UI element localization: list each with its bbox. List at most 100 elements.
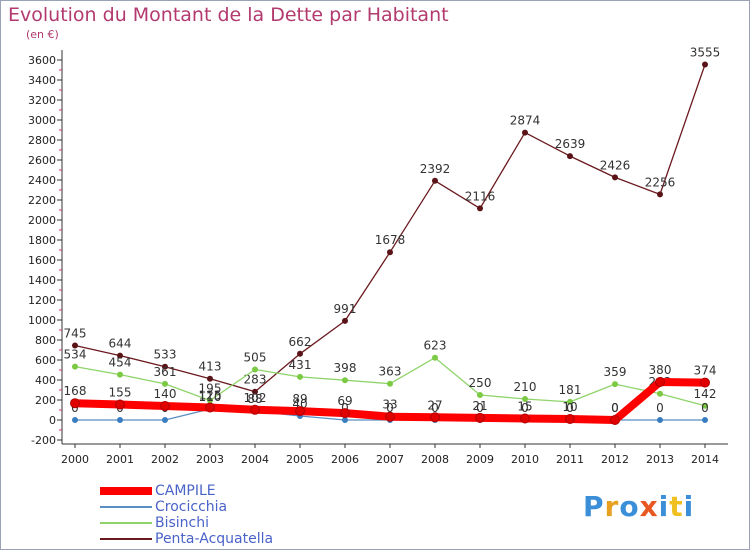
legend-swatch-penta-acquatella xyxy=(100,538,152,540)
legend-label-crocicchia: Crocicchia xyxy=(155,499,228,515)
data-point-campile xyxy=(115,399,125,410)
data-label-crocicchia: 0 xyxy=(611,401,619,415)
data-label-campile: 69 xyxy=(337,394,352,408)
data-label-penta-acquatella: 662 xyxy=(289,335,312,349)
x-tick-label: 2012 xyxy=(601,453,629,466)
data-point-bisinchi xyxy=(702,402,708,409)
data-label-penta-acquatella: 991 xyxy=(334,302,357,316)
logo-letter: r xyxy=(604,490,620,523)
data-label-crocicchia: 0 xyxy=(521,401,529,415)
x-tick-label: 2009 xyxy=(466,453,494,466)
data-label-penta-acquatella: 1678 xyxy=(375,233,406,247)
data-point-bisinchi xyxy=(342,377,348,384)
x-tick-label: 2014 xyxy=(691,453,719,466)
x-tick-label: 2008 xyxy=(421,453,449,466)
data-point-campile xyxy=(160,401,170,411)
data-label-bisinchi: 505 xyxy=(244,351,267,365)
data-label-campile: 155 xyxy=(109,386,132,400)
y-tick-label: 400 xyxy=(35,374,56,387)
data-point-crocicchia xyxy=(702,417,708,423)
y-tick-label: 0 xyxy=(49,414,56,427)
legend-label-campile: CAMPILE xyxy=(155,483,216,499)
y-tick-label: 2600 xyxy=(28,154,56,167)
logo-letter: i xyxy=(683,490,695,523)
x-tick-label: 2004 xyxy=(241,453,269,466)
data-label-crocicchia: 0 xyxy=(701,401,709,415)
data-label-crocicchia: 0 xyxy=(386,401,394,415)
data-point-bisinchi xyxy=(297,373,303,380)
data-point-crocicchia xyxy=(117,417,123,423)
x-tick-label: 2010 xyxy=(511,453,539,466)
legend-swatch-crocicchia xyxy=(100,506,152,508)
data-point-penta-acquatella xyxy=(567,153,573,160)
data-label-penta-acquatella: 533 xyxy=(154,348,177,362)
x-tick-label: 2002 xyxy=(151,453,179,466)
data-label-bisinchi: 363 xyxy=(379,365,402,379)
data-label-bisinchi: 181 xyxy=(559,383,582,397)
x-tick-label: 2000 xyxy=(61,453,89,466)
logo-letter: x xyxy=(639,490,659,523)
data-point-crocicchia xyxy=(342,417,348,423)
data-label-campile: 380 xyxy=(649,363,672,377)
data-point-bisinchi xyxy=(612,381,618,388)
data-point-penta-acquatella xyxy=(162,363,168,370)
data-point-crocicchia xyxy=(162,417,168,423)
data-point-bisinchi xyxy=(522,396,528,402)
data-label-crocicchia: 0 xyxy=(341,401,349,415)
data-point-bisinchi xyxy=(657,390,663,397)
x-tick-label: 2011 xyxy=(556,453,584,466)
data-point-bisinchi xyxy=(252,366,258,373)
data-point-penta-acquatella xyxy=(72,342,78,349)
data-label-penta-acquatella: 2392 xyxy=(420,162,451,176)
data-point-campile xyxy=(385,411,395,422)
data-point-campile xyxy=(655,377,665,387)
y-tick-label: 600 xyxy=(35,354,56,367)
data-point-bisinchi xyxy=(117,371,123,378)
data-point-penta-acquatella xyxy=(387,249,393,256)
legend-label-bisinchi: Bisinchi xyxy=(155,515,210,531)
data-label-penta-acquatella: 283 xyxy=(244,373,267,387)
data-point-campile xyxy=(250,404,260,415)
y-tick-label: 3600 xyxy=(28,54,56,67)
data-label-crocicchia: 110 xyxy=(199,390,222,404)
data-point-penta-acquatella xyxy=(342,317,348,324)
data-point-bisinchi xyxy=(387,380,393,387)
y-tick-label: 800 xyxy=(35,334,56,347)
data-label-crocicchia: 0 xyxy=(431,401,439,415)
data-label-penta-acquatella: 2874 xyxy=(510,114,541,128)
data-point-campile xyxy=(430,412,440,423)
y-tick-label: 1000 xyxy=(28,314,56,327)
legend-label-penta-acquatella: Penta-Acquatella xyxy=(155,531,274,547)
data-point-bisinchi xyxy=(567,398,573,405)
data-label-crocicchia: 88 xyxy=(247,392,262,406)
data-point-campile xyxy=(565,414,575,424)
data-point-bisinchi xyxy=(432,354,438,361)
data-point-bisinchi xyxy=(162,380,168,387)
data-point-campile xyxy=(295,406,305,417)
data-label-campile: 168 xyxy=(64,384,87,398)
data-label-penta-acquatella: 2639 xyxy=(555,137,586,151)
data-point-penta-acquatella xyxy=(117,352,123,359)
y-tick-label: 2800 xyxy=(28,134,56,147)
y-tick-label: 1200 xyxy=(28,294,56,307)
proxiti-logo: Proxiti xyxy=(583,490,694,523)
data-point-penta-acquatella xyxy=(702,61,708,68)
y-tick-label: 3000 xyxy=(28,114,56,127)
data-label-campile: 15 xyxy=(517,400,532,414)
data-label-penta-acquatella: 413 xyxy=(199,360,222,374)
data-point-campile xyxy=(70,398,80,409)
data-point-penta-acquatella xyxy=(522,129,528,136)
y-tick-label: -200 xyxy=(31,434,56,447)
legend-swatch-campile xyxy=(100,487,152,495)
logo-letter: o xyxy=(619,490,640,523)
data-label-campile: 89 xyxy=(292,392,307,406)
y-tick-label: 2400 xyxy=(28,174,56,187)
data-label-penta-acquatella: 2426 xyxy=(600,158,631,172)
data-label-crocicchia: 0 xyxy=(476,401,484,415)
x-tick-label: 2005 xyxy=(286,453,314,466)
data-label-penta-acquatella: 644 xyxy=(109,337,132,351)
data-label-bisinchi: 142 xyxy=(694,387,717,401)
data-point-penta-acquatella xyxy=(657,191,663,198)
data-label-bisinchi: 398 xyxy=(334,361,357,375)
data-point-campile xyxy=(475,412,485,423)
